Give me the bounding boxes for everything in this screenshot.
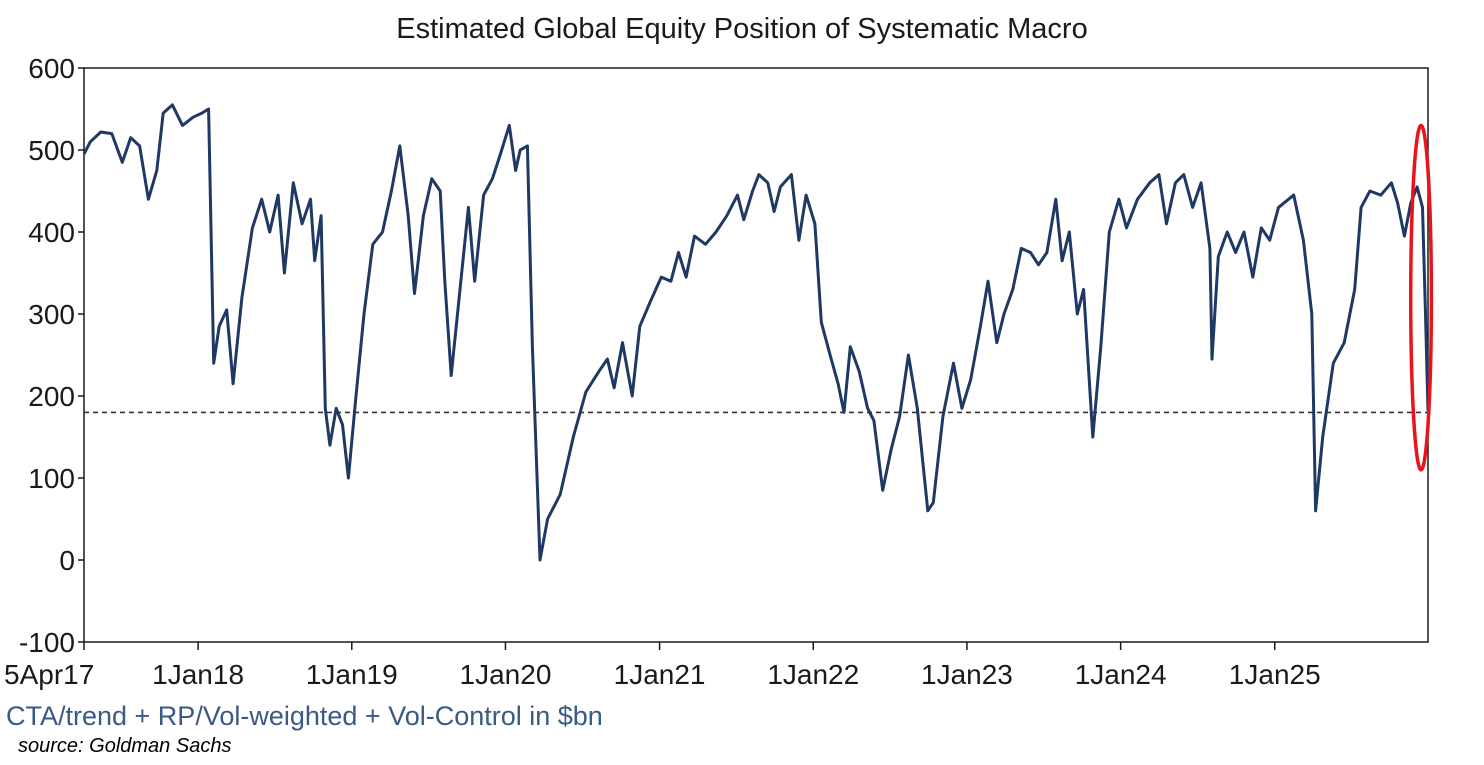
y-tick-label: 600 (28, 53, 75, 84)
x-tick-label: 1Jan25 (1229, 659, 1321, 690)
y-axis: 600 500 400 300 200 100 0 -100 (19, 53, 84, 658)
chart-title: Estimated Global Equity Position of Syst… (396, 13, 1087, 45)
x-tick-label: 5Apr17 (4, 659, 94, 690)
y-tick-label: -100 (19, 627, 75, 658)
series-line (82, 103, 1430, 562)
x-tick-label: 1Jan19 (306, 659, 398, 690)
y-tick-label: 400 (28, 217, 75, 248)
y-tick-label: 300 (28, 299, 75, 330)
x-tick-label: 1Jan22 (767, 659, 859, 690)
y-tick-label: 100 (28, 463, 75, 494)
x-tick-label: 1Jan18 (152, 659, 244, 690)
y-tick-label: 500 (28, 135, 75, 166)
x-tick-label: 1Jan24 (1075, 659, 1167, 690)
y-tick-label: 200 (28, 381, 75, 412)
x-axis: 5Apr17 1Jan18 1Jan19 1Jan20 1Jan21 1Jan22 1Jan… (4, 642, 1321, 690)
highlight-ellipse (1408, 123, 1434, 472)
x-tick-label: 1Jan20 (460, 659, 552, 690)
chart-subtitle: CTA/trend + RP/Vol-weighted + Vol-Contro… (6, 701, 603, 731)
x-tick-label: 1Jan23 (921, 659, 1013, 690)
x-tick-label: 1Jan21 (614, 659, 706, 690)
y-tick-label: 0 (59, 545, 75, 576)
source-note: source: Goldman Sachs (18, 735, 231, 757)
plot-area-frame (83, 67, 1429, 643)
